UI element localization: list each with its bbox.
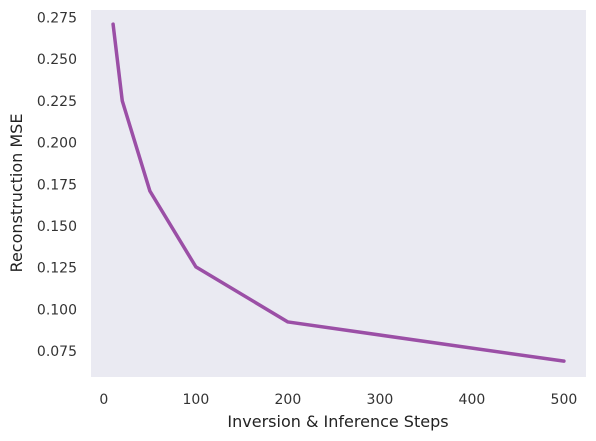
y-tick-label: 0.075: [37, 344, 77, 360]
series-line: [111, 22, 566, 363]
x-tick-label: 400: [459, 392, 486, 408]
x-tick-labels: 0 100 200 300 400 500: [99, 392, 577, 408]
x-tick-label: 500: [551, 392, 578, 408]
x-axis-label: Inversion & Inference Steps: [227, 412, 448, 431]
plot-area: [91, 10, 586, 377]
y-tick-label: 0.150: [37, 219, 77, 235]
y-tick-label: 0.175: [37, 177, 77, 193]
series-layer: [111, 22, 566, 363]
x-tick-label: 100: [183, 392, 210, 408]
y-tick-label: 0.125: [37, 261, 77, 277]
x-tick-label: 300: [367, 392, 394, 408]
y-tick-label: 0.275: [37, 11, 77, 27]
y-tick-label: 0.200: [37, 136, 77, 152]
x-tick-label: 200: [275, 392, 302, 408]
y-tick-label: 0.250: [37, 52, 77, 68]
y-tick-labels: 0.075 0.100 0.125 0.150 0.175 0.200 0.225 0.250…: [37, 11, 77, 361]
y-tick-label: 0.100: [37, 302, 77, 318]
y-axis-label: Reconstruction MSE: [7, 114, 26, 273]
y-tick-label: 0.225: [37, 94, 77, 110]
x-tick-label: 0: [99, 392, 108, 408]
